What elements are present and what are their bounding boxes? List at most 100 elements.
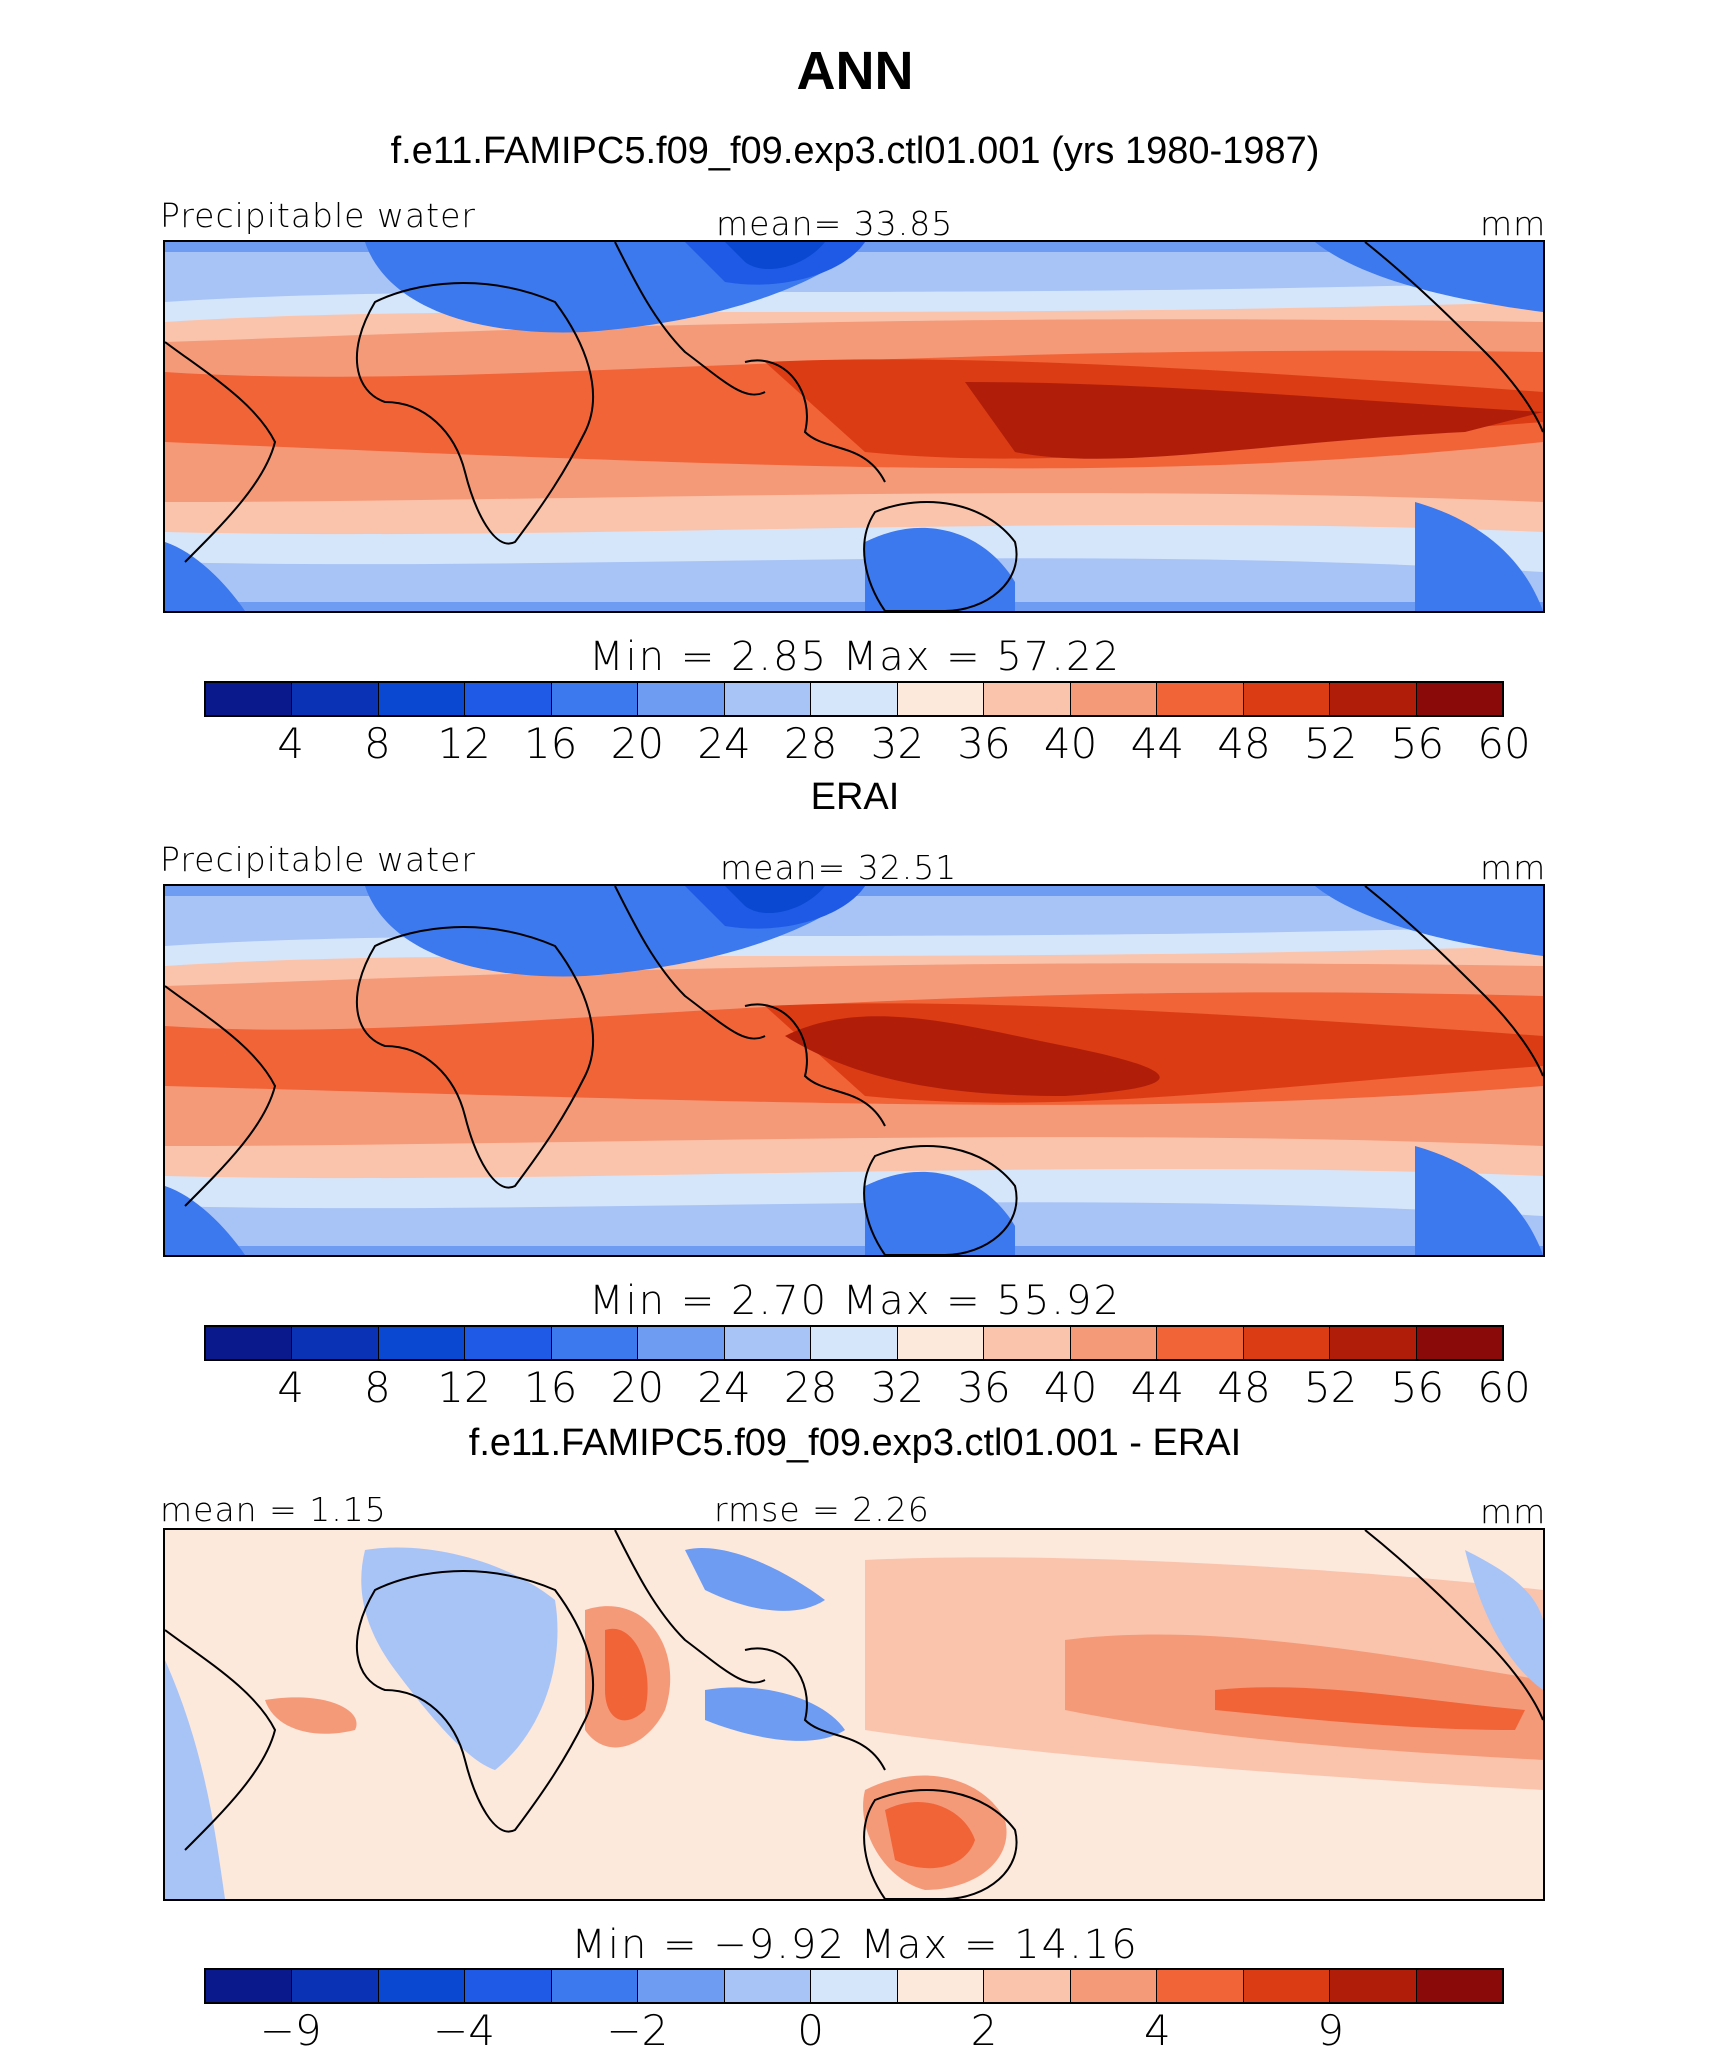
colorbar-tick-label: 24 [697,719,751,768]
colorbar-tick-label: 20 [610,1363,665,1412]
colorbar-swatch [378,1970,466,2002]
colorbar-tick-label: 8 [363,1363,391,1412]
colorbar-tick-label: 36 [957,1363,1011,1412]
colorbar-swatch [1330,683,1417,715]
colorbar-tick-label: 12 [437,1363,491,1412]
panel-3-title: f.e11.FAMIPC5.f09_f09.exp3.ctl01.001 - E… [468,1422,1242,1464]
colorbar-swatch [1070,1970,1158,2002]
colorbar-swatch [378,1327,466,1359]
colorbar-swatch [292,683,379,715]
colorbar-swatch [984,1970,1071,2002]
colorbar-swatch [292,1327,379,1359]
colorbar-swatch [897,1327,985,1359]
colorbar-tick-label: 24 [697,1363,751,1412]
colorbar-tick-label: 44 [1130,719,1185,768]
colorbar-swatch [1416,1970,1503,2002]
colorbar-swatch [551,1327,639,1359]
panel-3-map [163,1528,1545,1901]
colorbar-swatch [1416,683,1503,715]
colorbar-swatch [206,683,293,715]
colorbar-tick-label: 0 [797,2006,825,2055]
colorbar-tick-label: −2 [606,2006,669,2055]
panel-2-variable-label: Precipitable water [160,840,476,879]
colorbar-swatch [465,1327,552,1359]
colorbar-swatch [465,1970,552,2002]
colorbar-tick-label: 48 [1217,719,1271,768]
colorbar-swatch [984,683,1071,715]
colorbar-swatch [811,683,898,715]
colorbar-tick-label: 32 [870,719,925,768]
colorbar-tick-label: 52 [1303,1363,1358,1412]
colorbar-tick-label: 20 [610,719,665,768]
colorbar-tick-label: 44 [1130,1363,1185,1412]
colorbar-tick-label: 56 [1390,1363,1445,1412]
colorbar-swatch [1243,1327,1331,1359]
colorbar-swatch [811,1327,898,1359]
colorbar-swatch [897,683,985,715]
panel-2-colorbar [204,1325,1504,1361]
panel-1-map [163,240,1545,613]
panel-3-mean-label: mean = 1.15 [160,1490,387,1529]
colorbar-tick-label: 60 [1477,719,1531,768]
panel-3-min-max: Min = −9.92 Max = 14.16 [571,1922,1139,1968]
colorbar-swatch [1243,1970,1331,2002]
colorbar-tick-label: 16 [523,719,578,768]
colorbar-tick-label: 4 [277,719,305,768]
panel-1-min-max: Min = 2.85 Max = 57.22 [589,634,1121,680]
panel-1-units-label: mm [1480,204,1547,243]
colorbar-swatch [292,1970,379,2002]
colorbar-swatch [1243,683,1331,715]
colorbar-swatch [811,1970,898,2002]
colorbar-swatch [465,683,552,715]
colorbar-swatch [1157,1327,1244,1359]
colorbar-swatch [984,1327,1071,1359]
figure-title: ANN [796,41,914,101]
colorbar-tick-label: 56 [1390,719,1445,768]
colorbar-tick-label: 40 [1043,719,1098,768]
colorbar-swatch [638,683,725,715]
colorbar-swatch [1330,1970,1417,2002]
colorbar-swatch [1157,683,1244,715]
colorbar-swatch [724,1327,812,1359]
colorbar-swatch [551,683,639,715]
panel-2-min-max: Min = 2.70 Max = 55.92 [589,1278,1121,1324]
colorbar-tick-label: 16 [523,1363,578,1412]
colorbar-swatch [638,1327,725,1359]
colorbar-swatch [551,1970,639,2002]
colorbar-tick-label: 52 [1303,719,1358,768]
colorbar-swatch [1070,1327,1158,1359]
panel-1-mean-label: mean= 33.85 [716,204,954,243]
colorbar-tick-label: −4 [433,2006,495,2055]
colorbar-swatch [1330,1327,1417,1359]
panel-3-colorbar-ticks: −9 −4 −2 0 2 4 9 [204,2006,1504,2055]
colorbar-tick-label: 28 [783,719,838,768]
colorbar-tick-label: 4 [1143,2006,1171,2055]
colorbar-tick-label: 32 [870,1363,925,1412]
panel-3-units-label: mm [1480,1492,1547,1531]
colorbar-swatch [724,1970,812,2002]
panel-2-map [163,884,1545,1257]
colorbar-tick-label: 8 [363,719,391,768]
panel-1-title: f.e11.FAMIPC5.f09_f09.exp3.ctl01.001 (yr… [390,130,1320,172]
panel-2-title: ERAI [810,776,900,818]
panel-1-colorbar [204,681,1504,717]
panel-3-rmse-label: rmse = 2.26 [714,1490,930,1529]
colorbar-swatch [1157,1970,1244,2002]
colorbar-swatch [897,1970,985,2002]
colorbar-tick-label: 40 [1043,1363,1098,1412]
colorbar-tick-label: 2 [970,2006,998,2055]
colorbar-swatch [638,1970,725,2002]
colorbar-swatch [1070,683,1158,715]
colorbar-tick-label: 48 [1217,1363,1271,1412]
colorbar-swatch [1416,1327,1503,1359]
colorbar-tick-label: −9 [259,2006,322,2055]
panel-3-colorbar [204,1968,1504,2004]
colorbar-tick-label: 36 [957,719,1011,768]
colorbar-tick-label: 28 [783,1363,838,1412]
colorbar-swatch [724,683,812,715]
colorbar-tick-label: 60 [1477,1363,1531,1412]
colorbar-tick-label: 12 [437,719,491,768]
colorbar-swatch [206,1327,293,1359]
panel-2-colorbar-ticks: 4 8 12 16 20 24 28 32 36 40 44 48 52 56 60 [204,1363,1530,1412]
panel-2-units-label: mm [1480,848,1547,887]
